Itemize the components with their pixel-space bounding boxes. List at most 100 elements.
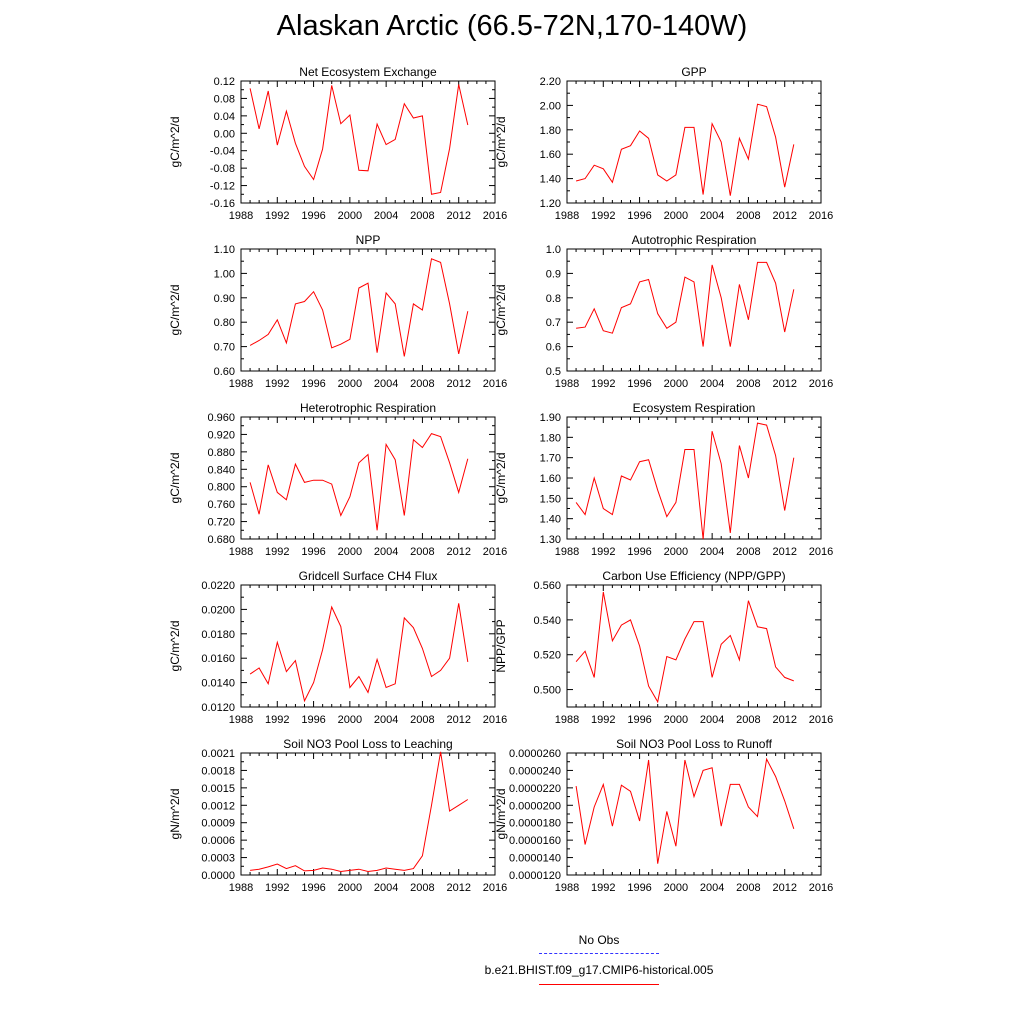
y-tick-label: 0.0015	[201, 783, 235, 795]
x-tick-label: 1996	[301, 378, 325, 390]
x-tick-label: 2000	[338, 210, 362, 222]
y-tick-label: 0.0200	[201, 604, 235, 616]
y-axis-label: gN/m^2/d	[494, 789, 508, 840]
x-tick-label: 2016	[809, 378, 833, 390]
x-tick-label: 1996	[627, 714, 651, 726]
panel-title: GPP	[681, 65, 706, 79]
y-tick-label: 0.0000120	[509, 870, 561, 882]
x-tick-label: 1996	[301, 714, 325, 726]
y-tick-label: 0.12	[214, 76, 235, 88]
y-tick-label: 1.60	[540, 473, 561, 485]
plot-frame	[566, 80, 822, 204]
y-tick-label: 0.0000260	[509, 748, 561, 760]
y-tick-label: 0.0140	[201, 678, 235, 690]
x-tick-label: 2012	[446, 378, 470, 390]
series-line	[575, 757, 795, 864]
x-tick-label: 1992	[265, 210, 289, 222]
y-tick-label: 0.5	[546, 366, 561, 378]
y-tick-label: 0.08	[214, 93, 235, 105]
y-tick-label: 0.920	[207, 429, 235, 441]
x-tick-label: 2000	[338, 882, 362, 894]
panel-title: Ecosystem Respiration	[633, 401, 756, 415]
x-tick-label: 2000	[664, 546, 688, 558]
x-tick-label: 1988	[229, 210, 253, 222]
x-tick-label: 2000	[664, 378, 688, 390]
y-tick-label: 0.00	[214, 128, 235, 140]
y-tick-label: 1.30	[540, 534, 561, 546]
y-tick-label: 1.70	[540, 453, 561, 465]
panel-title: Carbon Use Efficiency (NPP/GPP)	[602, 569, 785, 583]
x-tick-label: 2012	[772, 546, 796, 558]
chart-panel-1: Net Ecosystem Exchange gC/m^2/d 1988 1992 19…	[168, 65, 507, 222]
x-tick-label: 2008	[736, 882, 760, 894]
x-tick-label: 1992	[591, 546, 615, 558]
x-tick-label: 2012	[772, 882, 796, 894]
y-axis-label: gC/m^2/d	[494, 453, 508, 504]
y-tick-label: 1.10	[214, 244, 235, 256]
x-tick-label: 2008	[736, 714, 760, 726]
y-tick-label: 0.0160	[201, 653, 235, 665]
y-tick-label: 0.0018	[201, 765, 235, 777]
panel-title: NPP	[356, 233, 381, 247]
x-tick-label: 1992	[265, 882, 289, 894]
y-tick-label: 0.0180	[201, 629, 235, 641]
x-tick-label: 2012	[446, 210, 470, 222]
plot-frame	[240, 584, 496, 708]
y-tick-label: 0.500	[533, 685, 561, 697]
x-tick-label: 2000	[338, 378, 362, 390]
plot-frame	[240, 248, 496, 372]
y-tick-label: 0.540	[533, 615, 561, 627]
y-tick-label: 0.0000140	[509, 853, 561, 865]
x-tick-label: 2016	[483, 714, 507, 726]
x-tick-label: 2000	[664, 882, 688, 894]
y-tick-label: 0.0220	[201, 580, 235, 592]
chart-panel-7: Gridcell Surface CH4 Flux gC/m^2/d 1988 199…	[168, 569, 507, 726]
y-tick-label: 0.0000220	[509, 783, 561, 795]
x-tick-label: 2016	[483, 546, 507, 558]
x-tick-label: 2008	[410, 210, 434, 222]
x-tick-label: 2004	[700, 546, 724, 558]
x-tick-label: 2000	[664, 714, 688, 726]
x-tick-label: 2008	[410, 714, 434, 726]
y-tick-label: 1.50	[540, 493, 561, 505]
x-tick-label: 1996	[301, 882, 325, 894]
y-tick-label: 0.0009	[201, 818, 235, 830]
x-tick-label: 2012	[772, 714, 796, 726]
y-tick-label: 0.0000160	[509, 835, 561, 847]
x-tick-label: 1996	[627, 546, 651, 558]
y-tick-label: 0.760	[207, 499, 235, 511]
x-tick-label: 1992	[591, 378, 615, 390]
panel-title: Net Ecosystem Exchange	[299, 65, 437, 79]
y-axis-label: gC/m^2/d	[168, 117, 182, 168]
x-tick-label: 1988	[229, 546, 253, 558]
panel-title: Soil NO3 Pool Loss to Leaching	[283, 737, 452, 751]
y-tick-label: 0.6	[546, 342, 561, 354]
y-tick-label: 1.20	[540, 198, 561, 210]
series-line	[249, 84, 469, 195]
x-tick-label: 2008	[736, 546, 760, 558]
x-tick-label: 1992	[591, 882, 615, 894]
y-tick-label: 0.800	[207, 482, 235, 494]
y-tick-label: 1.90	[540, 412, 561, 424]
y-tick-label: 0.9	[546, 268, 561, 280]
y-tick-label: 0.0003	[201, 853, 235, 865]
y-tick-label: 0.960	[207, 412, 235, 424]
x-tick-label: 2008	[410, 546, 434, 558]
y-tick-label: 0.7	[546, 317, 561, 329]
x-tick-label: 1996	[627, 378, 651, 390]
plot-frame	[566, 248, 822, 372]
x-tick-label: 2016	[809, 882, 833, 894]
y-tick-label: 0.560	[533, 580, 561, 592]
y-axis-label: gC/m^2/d	[168, 285, 182, 336]
y-tick-label: 0.0012	[201, 800, 235, 812]
x-tick-label: 2012	[772, 210, 796, 222]
panel-title: Soil NO3 Pool Loss to Runoff	[616, 737, 773, 751]
y-tick-label: 1.0	[546, 244, 561, 256]
chart-panel-10: Soil NO3 Pool Loss to Runoff gN/m^2/d 1988…	[494, 737, 833, 894]
y-tick-label: 0.720	[207, 517, 235, 529]
series-line	[249, 603, 469, 703]
panel-title: Autotrophic Respiration	[632, 233, 757, 247]
x-tick-label: 2008	[410, 882, 434, 894]
panel-title: Gridcell Surface CH4 Flux	[299, 569, 438, 583]
